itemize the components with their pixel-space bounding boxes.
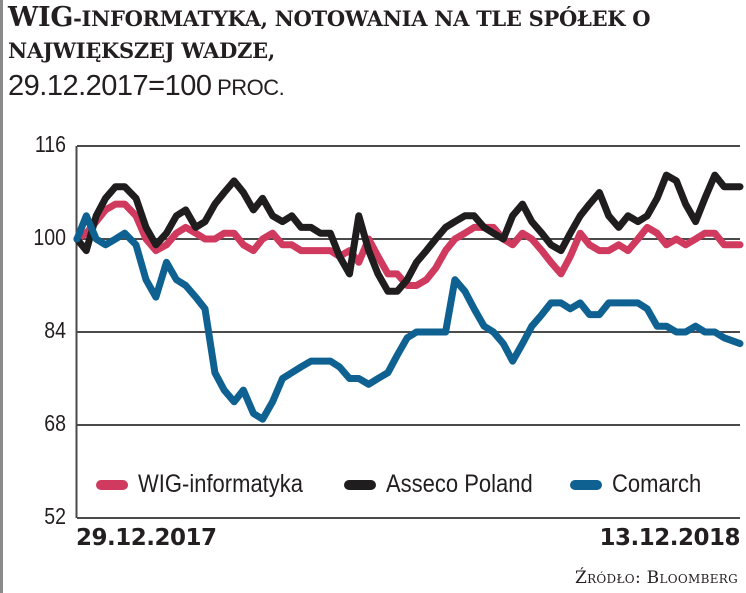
gridlines: [77, 145, 740, 519]
legend-swatch-comarch: [570, 479, 603, 490]
series-asseco-poland: [73, 171, 744, 295]
legend-item-asseco: Asseco Poland: [343, 470, 553, 499]
x-label-end: 13.12.2018: [599, 525, 740, 551]
legend-label-wig: WIG-informatyka: [138, 470, 304, 498]
chart-title: WIG-informatyka, notowania na tle spółek…: [8, 2, 738, 66]
source-note: Źródło: Bloomberg: [574, 568, 738, 588]
series-comarch: [73, 212, 744, 423]
legend-item-comarch: Comarch: [570, 470, 713, 499]
series-wig-informatyka: [73, 200, 744, 289]
legend: WIG-informatyka Asseco Poland Comarch: [96, 470, 732, 499]
subtitle-unit: proc.: [211, 75, 285, 100]
series-lines: [73, 171, 744, 423]
y-tick-84: 84: [44, 317, 66, 343]
y-tick-100: 100: [33, 224, 66, 250]
x-label-start: 29.12.2017: [76, 525, 217, 551]
legend-item-wig: WIG-informatyka: [96, 470, 326, 499]
legend-swatch-asseco: [343, 479, 376, 490]
legend-swatch-wig: [96, 479, 128, 490]
left-border-strip: [0, 0, 3, 593]
title-big: WIG: [8, 2, 74, 33]
chart-subtitle: 29.12.2017=100 proc.: [8, 70, 285, 104]
title-rest: -informatyka, notowania na tle spółek o …: [8, 6, 651, 63]
y-tick-116: 116: [34, 131, 66, 157]
legend-label-asseco: Asseco Poland: [385, 470, 533, 498]
y-tick-68: 68: [44, 410, 66, 436]
legend-label-comarch: Comarch: [612, 470, 702, 498]
y-tick-52: 52: [44, 503, 66, 529]
subtitle-value: 29.12.2017=100: [8, 70, 212, 102]
